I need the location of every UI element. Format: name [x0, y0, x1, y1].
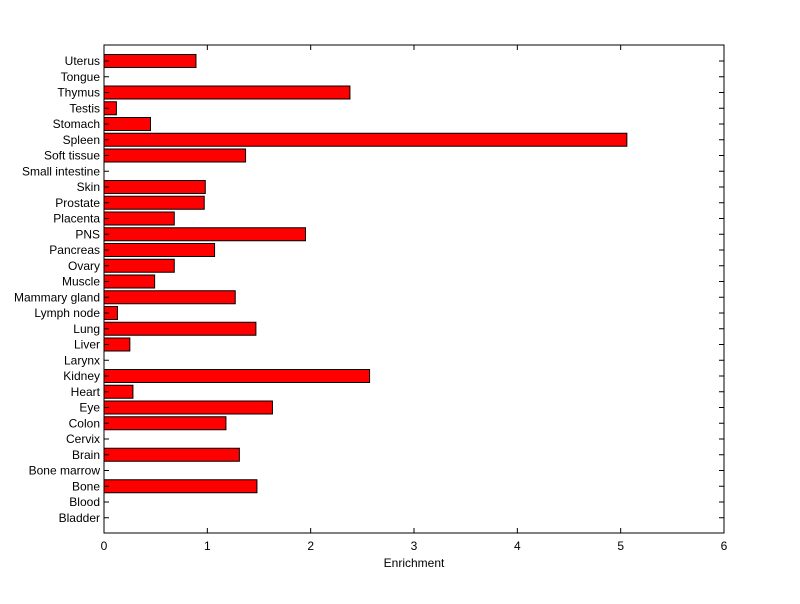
x-tick-label: 1 — [204, 539, 211, 553]
x-axis-label: Enrichment — [384, 556, 445, 570]
y-tick-label: Tongue — [61, 70, 101, 84]
bar-pns — [103, 227, 306, 242]
bar-pancreas — [103, 243, 216, 257]
x-tick-label: 2 — [307, 539, 314, 553]
y-tick-label: Eye — [79, 401, 100, 415]
y-tick-label: Bone — [72, 479, 100, 493]
y-tick-label: Small intestine — [22, 164, 100, 178]
y-tick-label: Heart — [71, 385, 101, 399]
y-tick-label: Soft tissue — [44, 149, 100, 163]
y-tick-label: Muscle — [62, 275, 100, 289]
x-tick-label: 4 — [514, 539, 521, 553]
y-tick-label: Placenta — [53, 212, 100, 226]
bar-stomach — [103, 117, 151, 131]
bar-skin — [103, 180, 206, 194]
bar-bone — [103, 479, 258, 494]
bar-soft-tissue — [103, 148, 247, 163]
bar-brain — [103, 447, 240, 462]
y-tick-label: Prostate — [55, 196, 100, 210]
y-tick-label: Colon — [69, 416, 100, 430]
y-tick-label: Kidney — [63, 369, 100, 383]
y-tick-label: Liver — [74, 338, 100, 352]
y-tick-label: Lymph node — [34, 306, 100, 320]
y-tick-label: Pancreas — [49, 243, 100, 257]
bar-spleen — [103, 132, 628, 147]
y-tick-label: Bladder — [59, 511, 100, 525]
y-tick-label: Mammary gland — [14, 290, 100, 304]
x-tick-label: 0 — [101, 539, 108, 553]
x-tick-label: 3 — [411, 539, 418, 553]
y-tick-label: Testis — [69, 101, 100, 115]
bar-prostate — [103, 195, 205, 210]
x-tick-label: 5 — [617, 539, 624, 553]
bar-placenta — [103, 211, 175, 226]
ticks-layer — [103, 45, 725, 533]
y-tick-label: Lung — [73, 322, 100, 336]
y-tick-label: PNS — [75, 227, 100, 241]
bar-mammary-gland — [103, 290, 236, 305]
bar-muscle — [103, 274, 156, 289]
y-tick-label: Thymus — [57, 86, 100, 100]
x-tick-label: 6 — [721, 539, 728, 553]
y-tick-label: Spleen — [63, 133, 100, 147]
y-tick-label: Larynx — [64, 353, 100, 367]
y-tick-label: Stomach — [53, 117, 100, 131]
bar-thymus — [103, 85, 351, 100]
y-tick-label: Brain — [72, 448, 100, 462]
y-tick-label: Uterus — [65, 54, 100, 68]
bar-eye — [103, 400, 273, 415]
bar-colon — [103, 416, 227, 431]
y-tick-label: Bone marrow — [29, 464, 101, 478]
bar-uterus — [103, 54, 197, 68]
y-tick-label: Skin — [77, 180, 100, 194]
bar-kidney — [103, 369, 371, 383]
y-tick-label: Cervix — [66, 432, 100, 446]
y-tick-label: Ovary — [68, 259, 100, 273]
bar-lung — [103, 321, 257, 336]
plot-frame — [103, 44, 725, 534]
y-tick-label: Blood — [69, 495, 100, 509]
bar-ovary — [103, 258, 175, 273]
